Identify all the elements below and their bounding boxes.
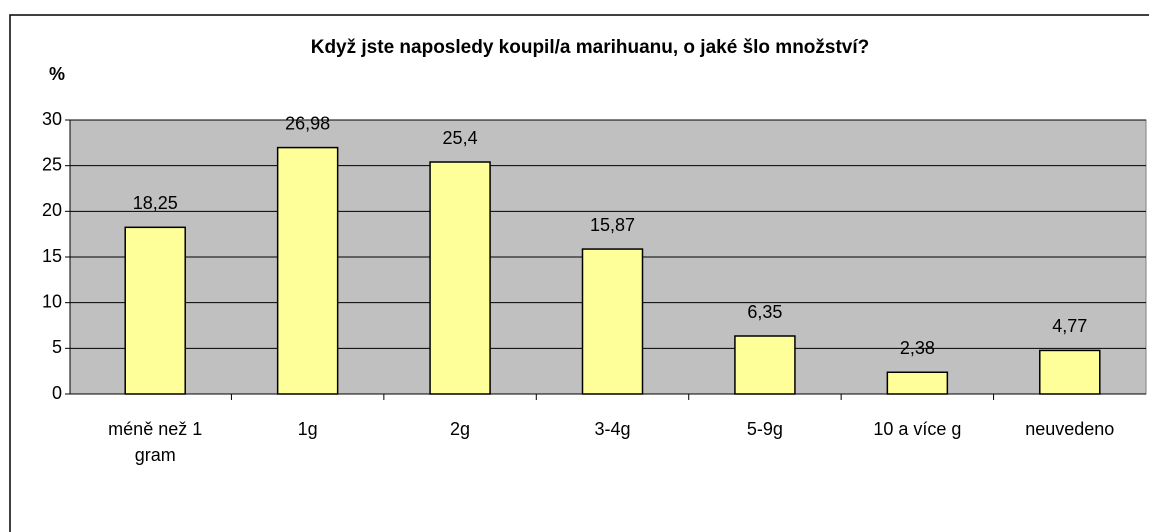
value-label: 15,87 bbox=[590, 215, 635, 235]
bar bbox=[581, 248, 644, 395]
bar bbox=[276, 146, 339, 395]
x-tick-label: neuvedeno bbox=[1025, 419, 1115, 439]
x-tick-label: 2g bbox=[450, 419, 471, 439]
y-tick-label: 25 bbox=[42, 154, 62, 174]
value-label: 25,4 bbox=[443, 128, 478, 148]
value-label: 6,35 bbox=[747, 302, 782, 322]
bar bbox=[429, 161, 491, 395]
x-tick-label: méně než 1 gram bbox=[108, 419, 203, 465]
value-label: 2,38 bbox=[900, 338, 935, 358]
bar bbox=[886, 371, 949, 395]
y-axis-label: % bbox=[49, 64, 65, 84]
value-label: 4,77 bbox=[1052, 316, 1087, 336]
x-tick-label: 1g bbox=[297, 419, 318, 439]
y-tick-label: 10 bbox=[42, 291, 62, 311]
y-tick-label: 30 bbox=[42, 109, 62, 129]
bar bbox=[124, 226, 186, 395]
y-tick-label: 0 bbox=[52, 383, 62, 403]
bar bbox=[1039, 349, 1101, 395]
x-tick-label: 3-4g bbox=[594, 419, 631, 439]
value-label: 26,98 bbox=[285, 113, 330, 133]
y-tick-label: 5 bbox=[52, 337, 62, 357]
x-tick-label: 5-9g bbox=[746, 419, 783, 439]
x-tick-label: 10 a více g bbox=[873, 419, 962, 439]
y-tick-label: 15 bbox=[42, 246, 62, 266]
bar bbox=[734, 335, 796, 395]
chart-title: Když jste naposledy koupil/a marihuanu, … bbox=[311, 37, 870, 58]
value-label: 18,25 bbox=[133, 193, 178, 213]
y-tick-label: 20 bbox=[42, 200, 62, 220]
